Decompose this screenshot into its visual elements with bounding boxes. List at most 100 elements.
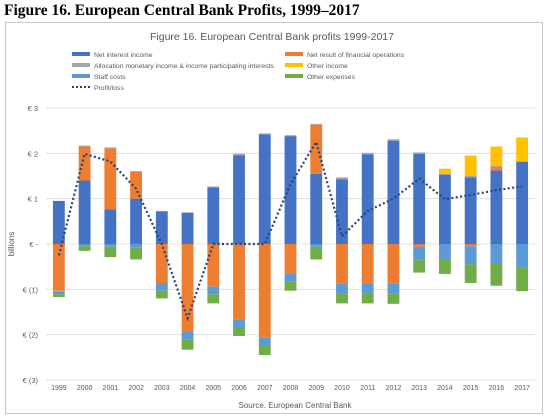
bar-staff_costs <box>387 283 400 294</box>
figure-heading: Figure 16. European Central Bank Profits… <box>4 2 360 19</box>
bar-net_interest <box>52 200 65 244</box>
bar-staff_costs <box>361 283 374 294</box>
bar-allocation <box>490 165 503 167</box>
bar-allocation <box>78 145 91 147</box>
bar-allocation <box>464 176 477 178</box>
x-tick-label: 2008 <box>283 385 299 392</box>
bar-net_interest <box>78 180 91 244</box>
bar-net_interest <box>439 174 451 244</box>
bar-net_interest <box>258 134 271 244</box>
bar-staff_costs <box>464 246 477 265</box>
x-tick-label: 2007 <box>257 385 273 392</box>
bar-other_expenses <box>155 290 168 299</box>
bar-other_expenses <box>130 247 142 260</box>
x-tick-label: 2010 <box>334 385 350 392</box>
legend-label: Other expenses <box>307 74 356 81</box>
bar-staff_costs <box>181 331 194 340</box>
bar-staff_costs <box>439 244 451 259</box>
x-tick-label: 2013 <box>411 385 427 392</box>
bar-allocation <box>413 152 426 154</box>
y-tick-label: € (3) <box>23 376 39 385</box>
bar-other_expenses <box>516 267 529 292</box>
x-tick-label: 2016 <box>489 385 505 392</box>
bar-allocation <box>233 153 245 156</box>
x-tick-label: 1999 <box>51 385 67 392</box>
bar-allocation <box>516 161 529 162</box>
bar-net_interest <box>490 170 503 244</box>
x-tick-label: 2009 <box>308 385 324 392</box>
bar-staff_costs <box>207 286 220 295</box>
bar-staff_costs <box>413 246 426 260</box>
bars <box>52 123 529 356</box>
bar-staff_costs <box>233 319 245 327</box>
bar-net_interest <box>155 211 168 244</box>
bar-allocation <box>181 212 194 213</box>
bar-allocation <box>104 147 117 149</box>
bar-other_expenses <box>387 293 400 304</box>
bar-financial_ops <box>490 166 503 171</box>
legend-swatch-other_income <box>285 63 303 67</box>
x-tick-label: 2012 <box>386 385 402 392</box>
bar-staff_costs <box>516 244 529 268</box>
legend-label: Other income <box>307 63 348 70</box>
bar-allocation <box>155 210 168 212</box>
legend-label: Net result of financial operations <box>307 52 405 59</box>
x-tick-label: 2017 <box>514 385 530 392</box>
bar-allocation <box>284 135 297 137</box>
chart-title: Figure 16. European Central Bank profits… <box>150 31 394 43</box>
legend-swatch-other_expenses <box>285 74 303 78</box>
x-tick-label: 2006 <box>231 385 247 392</box>
profit-loss-line <box>57 139 523 322</box>
bar-staff_costs <box>336 283 348 294</box>
bar-financial_ops <box>78 146 91 181</box>
bar-other_expenses <box>181 339 194 350</box>
bar-financial_ops <box>310 124 323 174</box>
bar-net_interest <box>104 209 117 244</box>
bar-financial_ops <box>413 244 426 247</box>
bar-net_interest <box>207 187 220 244</box>
bar-staff_costs <box>284 273 297 282</box>
y-axis-label: billions <box>7 232 16 256</box>
y-tick-label: € (2) <box>23 331 39 340</box>
bar-financial_ops <box>207 244 220 287</box>
bar-financial_ops <box>336 244 348 284</box>
legend-label: Staff costs <box>94 74 126 81</box>
bar-staff_costs <box>258 337 271 346</box>
bar-net_interest <box>233 155 245 244</box>
bar-net_interest <box>387 140 400 244</box>
legend: Net interest income Net result of financi… <box>72 52 405 92</box>
x-tick-label: 2002 <box>128 385 144 392</box>
bar-other_expenses <box>413 259 426 273</box>
bar-other_expenses <box>361 293 374 304</box>
bar-other_expenses <box>207 294 220 304</box>
y-tick-label: € (1) <box>23 285 39 294</box>
bar-staff_costs <box>155 282 168 291</box>
legend-label: Allocation monetary income & income part… <box>94 63 274 70</box>
bar-other_expenses <box>310 246 323 260</box>
bar-financial_ops <box>181 244 194 332</box>
bar-other_income <box>439 168 451 174</box>
bar-other_expenses <box>464 264 477 283</box>
x-tick-label: 2001 <box>103 385 119 392</box>
bar-financial_ops <box>155 244 168 283</box>
bar-allocation <box>310 123 323 125</box>
bar-other_expenses <box>490 263 503 286</box>
bar-staff_costs <box>130 244 142 248</box>
legend-swatch-net_interest <box>72 52 90 56</box>
bar-net_interest <box>310 173 323 244</box>
bar-other_income <box>516 137 529 162</box>
bar-net_interest <box>361 154 374 244</box>
bar-staff_costs <box>78 244 91 247</box>
x-tick-label: 2014 <box>437 385 453 392</box>
bar-allocation <box>336 177 348 180</box>
bar-net_interest <box>413 153 426 244</box>
bar-allocation <box>387 139 400 141</box>
bar-staff_costs <box>104 244 117 247</box>
bar-other_expenses <box>336 293 348 304</box>
x-axis-ticks: 1999 2000 2001 2002 2003 2004 2005 2006 2007 2008… <box>51 385 530 392</box>
source-note: Source. European Central Bank <box>239 401 353 410</box>
bar-staff_costs <box>490 244 503 264</box>
profit-loss-polyline <box>57 139 523 322</box>
x-tick-label: 2015 <box>463 385 479 392</box>
x-tick-label: 2000 <box>77 385 93 392</box>
